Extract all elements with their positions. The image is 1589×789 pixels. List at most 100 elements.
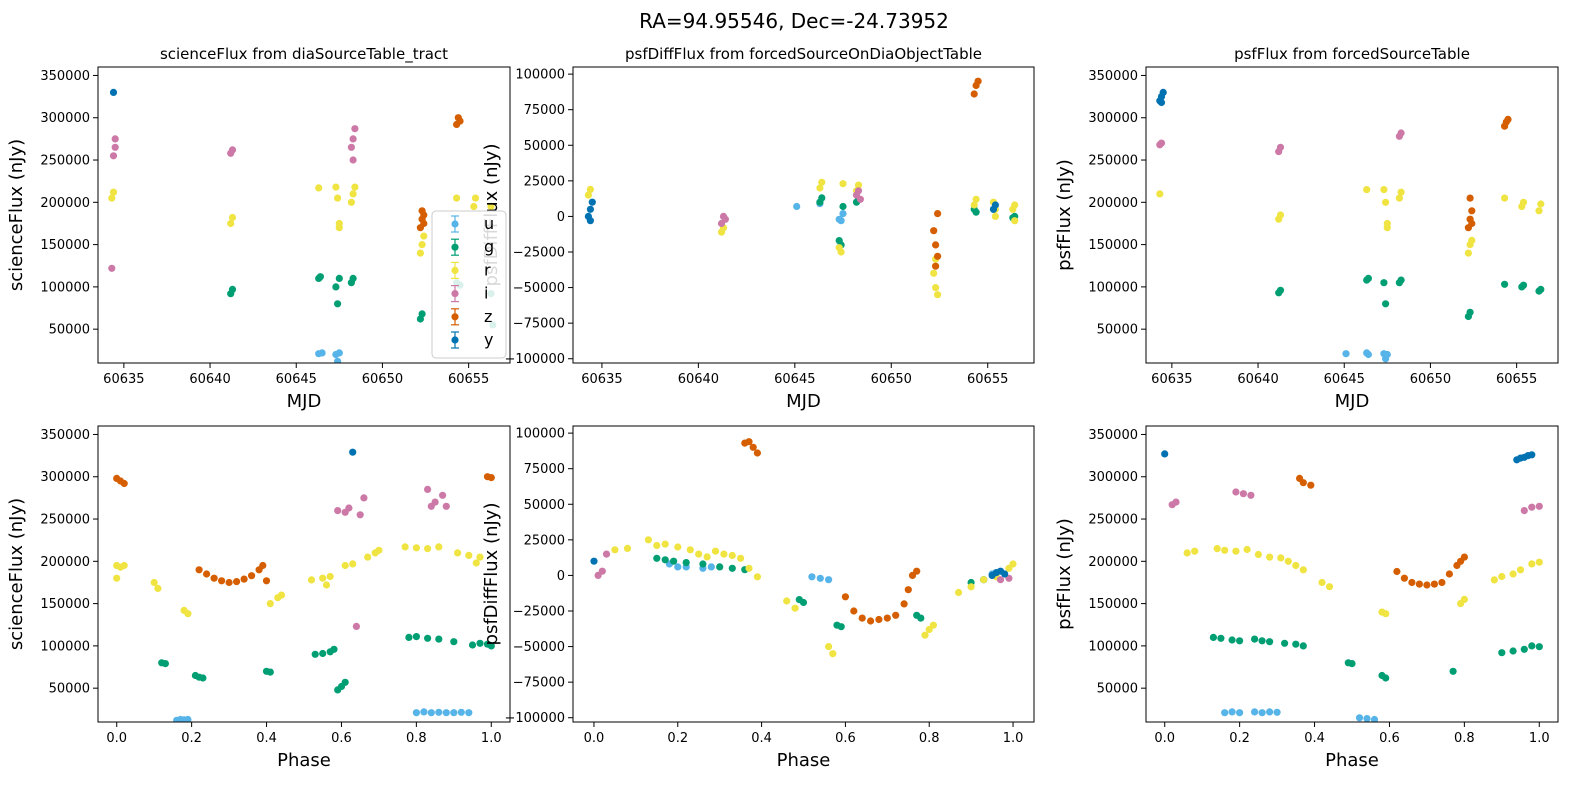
point-r-3-8 [1395,194,1403,202]
x-tick-label: 60640 [678,372,719,387]
x-tick-label: 1.0 [1529,731,1550,746]
point-r-6-3 [1221,546,1229,554]
point-r-2-0 [584,191,593,199]
point-r-6-18 [1490,576,1498,584]
point-u-5-4 [707,563,715,571]
panel-1: 60635 60640 60645 60650 60655 50000 100000 1500… [6,45,511,412]
point-r-4-11 [307,576,316,584]
y-tick-label: 300000 [1088,470,1138,485]
point-r-4-27 [476,553,484,561]
point-i-4-5 [360,494,368,502]
legend-label-z: z [484,307,492,326]
point-g-5-3 [682,559,690,567]
point-u-2-4 [839,210,847,218]
point-r-1-5 [332,183,340,191]
point-u-6-5 [1266,708,1274,716]
points-panel-4 [113,448,495,722]
point-r-5-16 [791,604,799,612]
y-tick-label: 200000 [40,196,90,211]
point-z-6-8 [1430,580,1438,588]
points-panel-2 [584,77,1019,299]
point-r-5-27 [1009,560,1017,568]
point-g-6-16 [1509,647,1517,655]
point-u-1-1 [318,349,326,357]
point-r-3-12 [1468,236,1476,244]
y-tick-label: 100000 [1088,639,1138,654]
point-z-2-2 [934,252,942,260]
point-g-4-6 [266,668,274,676]
legend-marker-y [451,336,459,344]
y-tick-label: −100000 [504,352,565,367]
axes-frame [97,66,511,364]
point-z-5-1 [745,438,753,446]
point-y-2-5 [991,201,1000,209]
point-i-5-3 [996,576,1005,584]
point-g-3-14 [1537,285,1545,293]
panel-3: 60635 60640 60645 60650 60655 50000 100000 1500… [1054,45,1559,412]
point-r-3-17 [1537,200,1545,208]
legend-marker-z [451,313,459,321]
point-u-6-9 [1370,715,1379,722]
point-r-1-15 [453,194,461,202]
point-g-5-13 [917,614,925,622]
point-r-2-11 [930,269,938,277]
x-tick-label: 0.0 [1154,731,1175,746]
point-r-1-2 [227,219,235,228]
point-g-6-4 [1251,635,1259,643]
point-g-3-10 [1501,280,1509,288]
point-r-3-0 [1156,190,1164,198]
point-r-2-5 [818,178,826,186]
point-r-1-13 [418,241,426,249]
point-g-1-1 [228,285,237,293]
point-u-5-5 [808,573,816,581]
legend-label-g: g [484,237,494,256]
point-r-5-22 [955,588,963,597]
point-i-4-3 [352,622,360,631]
y-tick-label: −25000 [513,246,565,261]
axes-frame [97,425,511,723]
y-tick-label: 100000 [515,68,565,83]
point-r-5-12 [737,554,745,562]
point-r-4-10 [277,591,286,599]
point-z-4-5 [210,574,218,582]
x-tick-label: 60655 [448,372,489,387]
x-axis-label: MJD [1335,391,1370,412]
point-z-4-4 [203,570,211,578]
legend-label-i: i [484,284,488,303]
point-i-1-7 [349,135,357,143]
point-r-1-18 [487,202,495,211]
point-i-1-3 [111,135,119,143]
point-z-5-2 [749,443,757,451]
point-g-3-1 [1276,286,1285,294]
point-z-5-10 [892,611,900,619]
points-panel-1 [108,88,497,363]
point-r-3-9 [1397,188,1405,196]
point-g-4-19 [468,641,477,649]
panel-title: psfFlux from forcedSourceTable [1234,45,1470,63]
x-tick-label: 0.4 [256,731,277,746]
point-z-6-1 [1299,479,1307,487]
point-u-1-3 [334,357,342,363]
point-g-6-17 [1520,645,1528,653]
point-r-5-0 [611,546,619,554]
point-z-6-4 [1400,574,1408,582]
x-tick-label: 60655 [967,372,1008,387]
y-tick-label: 250000 [1088,154,1138,169]
point-r-3-7 [1383,219,1391,228]
point-u-2-0 [793,202,801,211]
point-z-2-7 [974,77,982,85]
point-u-4-5 [420,708,428,716]
y-tick-label: 250000 [40,154,90,169]
point-r-2-19 [991,212,1000,220]
point-r-6-21 [1516,566,1525,574]
x-axis-label: Phase [277,750,331,771]
axes-frame [572,425,1035,723]
point-r-2-22 [1011,201,1019,209]
point-g-6-1 [1217,634,1225,642]
points-panel-6 [1161,450,1543,722]
x-tick-label: 0.6 [835,731,856,746]
point-z-4-12 [259,561,267,570]
legend-entry-y: y [451,330,493,349]
point-i-4-2 [345,504,353,512]
y-axis-label: scienceFlux (nJy) [6,498,27,650]
